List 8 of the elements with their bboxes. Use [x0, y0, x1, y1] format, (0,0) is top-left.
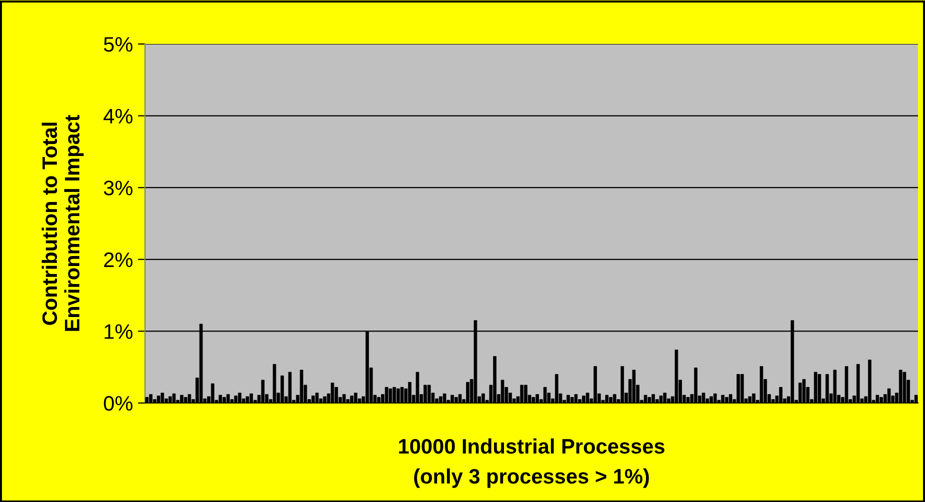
y-tick-label: 3% [104, 180, 132, 196]
y-axis-title: Contribution to Total Environmental Impact [42, 114, 84, 331]
x-axis-title: 10000 Industrial Processes (only 3 processes > 1%) [399, 438, 664, 488]
y-tick-label: 4% [104, 108, 132, 124]
y-tick-label: 5% [104, 37, 132, 52]
y-tick-label: 2% [104, 252, 132, 268]
y-tick-label: 1% [104, 324, 132, 339]
y-tick-label: 0% [104, 396, 132, 411]
